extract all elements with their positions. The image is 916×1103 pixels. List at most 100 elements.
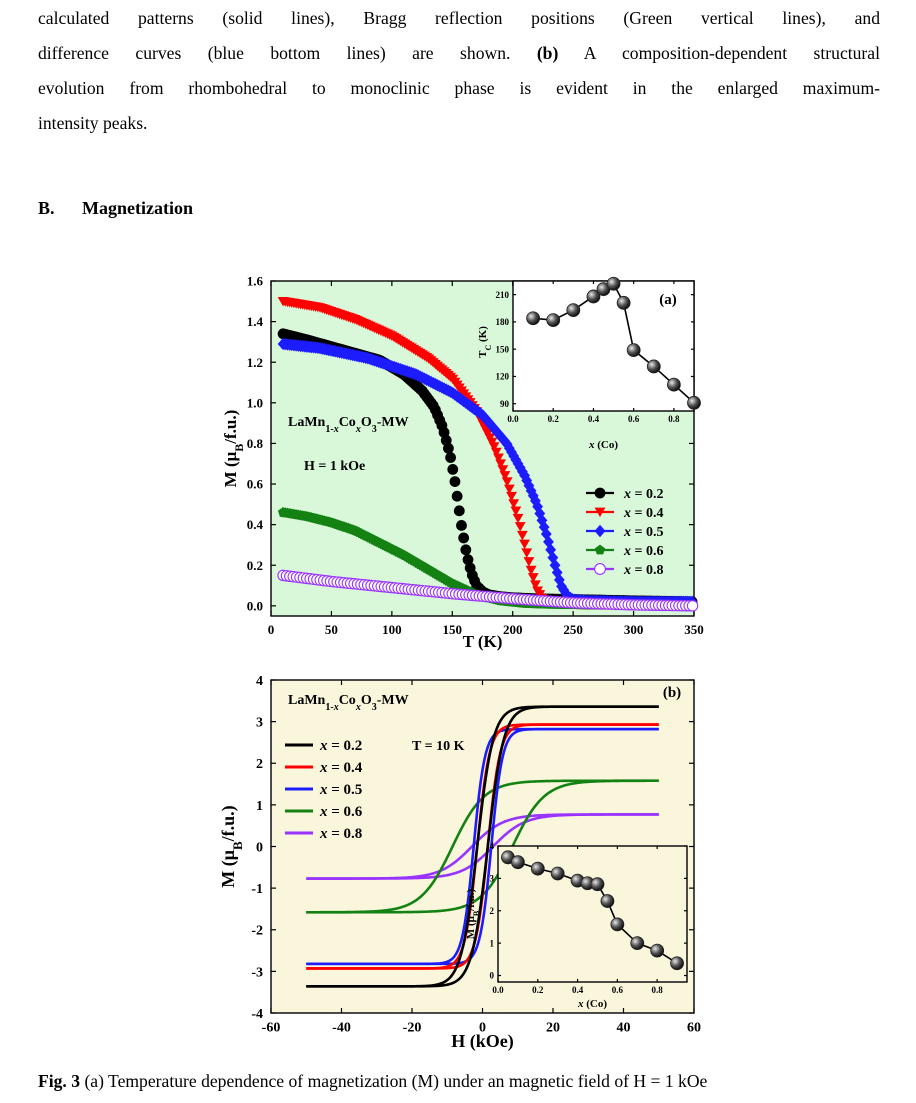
text-span: = 0.6 <box>328 804 363 820</box>
data-marker <box>521 548 533 558</box>
text-span: B <box>230 841 245 850</box>
panel-a-ytick-label: 1.0 <box>247 395 263 410</box>
text-span: = 0.4 <box>631 506 663 521</box>
data-marker <box>503 484 515 495</box>
panel-b-ytick-label: 3 <box>256 716 263 731</box>
legend-label: x = 0.8 <box>623 563 663 578</box>
data-marker <box>510 506 522 516</box>
legend-marker <box>594 507 606 518</box>
text-span: x <box>319 804 328 820</box>
panel-a-ytick-label: 0.4 <box>247 517 264 532</box>
panel-a-legend: x = 0.2x = 0.4x = 0.5x = 0.6x = 0.8 <box>586 487 663 578</box>
loop-0.2 <box>306 705 659 988</box>
text-span: Co <box>339 415 356 430</box>
legend-marker <box>594 544 606 555</box>
panel-b-xtick-label: 40 <box>617 1021 631 1036</box>
text-span: x <box>623 563 631 578</box>
panel-a-ytick-label: 1.6 <box>247 274 264 289</box>
text-span: = 0.5 <box>328 782 363 798</box>
data-marker <box>514 522 526 532</box>
inset-a-point <box>566 303 581 317</box>
inset-a-frame <box>512 280 695 412</box>
inset-b-point <box>600 894 615 908</box>
chart-panel-a: 0 50 100 150 200 250 300 350 0.0 0.2 0.4 0.6 0.8 1.0 1… <box>221 274 704 651</box>
data-marker <box>530 580 541 590</box>
paragraph-line-3: evolution from rhombohedral to monoclini… <box>38 78 880 98</box>
text-span: /f.u.) <box>465 888 477 911</box>
data-marker <box>462 554 474 566</box>
panel-a-xtick-label: 50 <box>325 622 338 637</box>
legend-label: x = 0.2 <box>319 738 362 754</box>
inset-a-xtick-label: 0.0 <box>507 414 519 424</box>
text-span: x <box>355 702 361 713</box>
text-span: = 0.6 <box>631 544 663 559</box>
panel-a-xtick-label: 300 <box>624 622 644 637</box>
panel-a-inset: 0.0 0.2 0.4 0.6 0.8 90 120 150 180 210 TC (K) x (Co… <box>477 276 701 451</box>
text-span: x <box>577 998 584 1010</box>
data-marker <box>460 544 472 556</box>
data-marker <box>506 491 517 502</box>
inset-a-point <box>606 276 621 291</box>
legend-marker <box>594 524 606 538</box>
legend-label: x = 0.4 <box>319 760 363 776</box>
text-span: x <box>623 506 631 521</box>
inset-b-ytick-label: 2 <box>490 906 495 916</box>
panel-a-xtick-label: 250 <box>563 622 583 637</box>
panel-b-legend: x = 0.2x = 0.4x = 0.5x = 0.6x = 0.8 <box>285 738 363 842</box>
caption-text: (a) Temperature dependence of magnetizat… <box>84 1071 708 1091</box>
legend-label: x = 0.5 <box>319 782 362 798</box>
inset-b-point <box>630 936 645 951</box>
panel-a-frame <box>270 280 695 617</box>
inset-b-point <box>530 861 545 876</box>
inset-b-point <box>670 956 684 971</box>
section-heading: B. Magnetization <box>38 198 193 219</box>
panel-a-ytick-label: 0.0 <box>247 598 263 613</box>
panel-a-ytick-label: 0.8 <box>247 436 264 451</box>
data-marker <box>543 535 554 549</box>
text-span: LaMn <box>288 415 326 430</box>
data-marker <box>495 459 507 469</box>
text-span: x <box>623 544 631 559</box>
legend-label: x = 0.6 <box>623 544 663 559</box>
inset-b-point <box>550 866 565 881</box>
panel-a-field-label: H = 1 kOe <box>304 459 365 474</box>
panel-a-ytick-label: 1.2 <box>247 355 263 370</box>
panel-b-xtick-label: 0 <box>479 1021 486 1036</box>
inset-a-ytick-label: 210 <box>496 290 510 300</box>
inset-b-frame <box>497 845 688 983</box>
inset-b-xtick-label: 0.0 <box>492 985 504 995</box>
legend-label: x = 0.2 <box>623 487 663 502</box>
data-marker <box>523 479 535 492</box>
text-span: -MW <box>377 415 409 430</box>
text-span: (Co) <box>594 439 618 451</box>
panel-b-ytick-label: 4 <box>256 674 263 689</box>
panel-b-ytick-label: -4 <box>251 1007 263 1022</box>
inset-b-ytick-label: 3 <box>490 874 495 884</box>
text-span: 1- <box>325 424 333 435</box>
inset-a-xlabel: x (Co) <box>588 439 618 451</box>
text-span: = 0.8 <box>631 563 663 578</box>
panel-b-xtick-label: 60 <box>687 1021 701 1036</box>
text-span: x <box>319 782 328 798</box>
text-span: = 0.2 <box>631 487 663 502</box>
text-span: T <box>477 350 489 358</box>
inset-a-point <box>666 377 681 392</box>
paragraph-line-1: calculated patterns (solid lines), Bragg… <box>38 8 880 28</box>
text-span: LaMn <box>288 693 326 708</box>
text-span: M (μ <box>218 850 239 888</box>
inset-b-xtick-label: 0.6 <box>612 985 624 995</box>
panel-b-label: (b) <box>663 685 681 701</box>
section-number: B. <box>38 198 55 218</box>
paragraph-line-4: intensity peaks. <box>38 113 148 133</box>
inset-a-point <box>616 295 631 310</box>
loop-branch-down <box>306 813 659 880</box>
legend-marker <box>594 563 606 575</box>
data-marker <box>516 530 528 541</box>
panel-b-ytick-label: -1 <box>251 882 263 897</box>
panel-a-xtick-label: 350 <box>684 622 704 637</box>
data-marker <box>456 520 467 531</box>
inset-b-background <box>498 846 687 982</box>
panel-a-xtick-label: 0 <box>268 622 275 637</box>
text-span: O <box>361 415 372 430</box>
